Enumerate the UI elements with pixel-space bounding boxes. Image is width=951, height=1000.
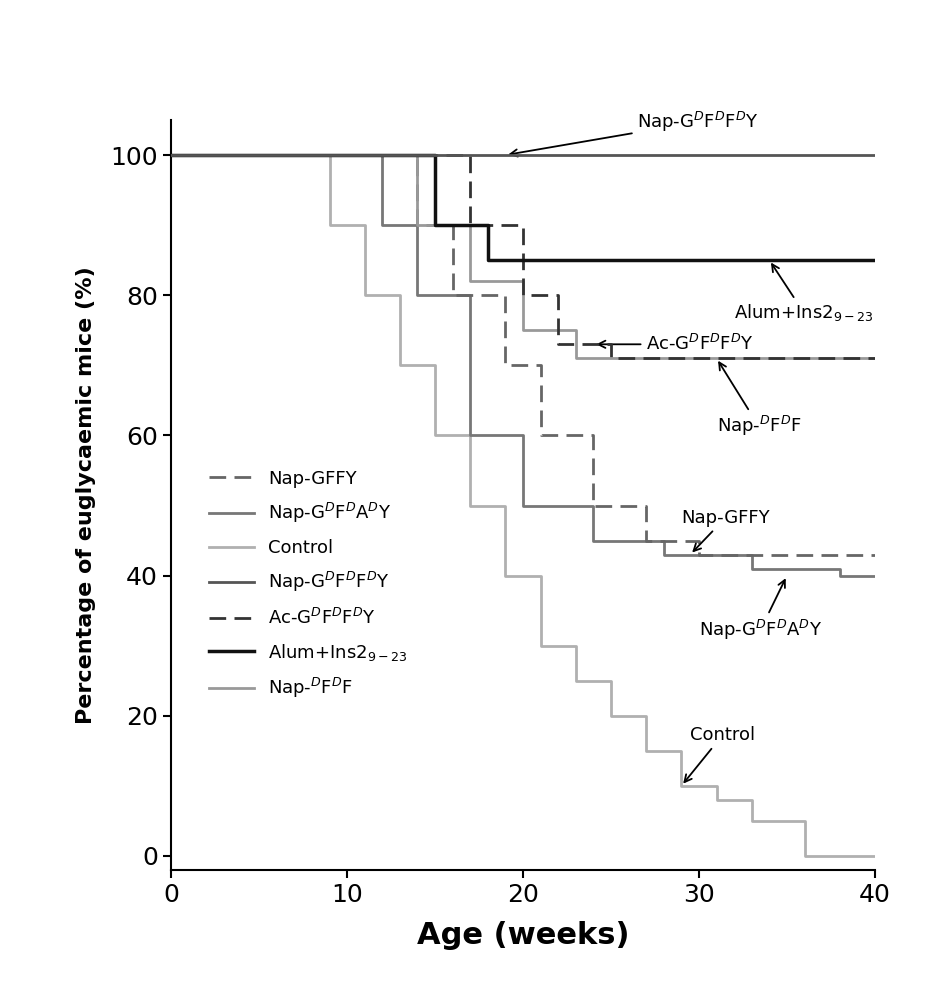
Text: Control: Control <box>685 726 755 782</box>
Text: Alum+Ins2$_{9-23}$: Alum+Ins2$_{9-23}$ <box>734 264 874 323</box>
Y-axis label: Percentage of euglycaemic mice (%): Percentage of euglycaemic mice (%) <box>76 266 96 724</box>
Text: Nap-$^D$F$^D$F: Nap-$^D$F$^D$F <box>717 362 802 438</box>
Text: Nap-G$^D$F$^D$A$^D$Y: Nap-G$^D$F$^D$A$^D$Y <box>699 580 823 642</box>
Text: Nap-GFFY: Nap-GFFY <box>681 509 770 551</box>
Text: Ac-G$^D$F$^D$F$^D$Y: Ac-G$^D$F$^D$F$^D$Y <box>598 334 754 354</box>
X-axis label: Age (weeks): Age (weeks) <box>417 921 630 950</box>
Legend: Nap-GFFY, Nap-G$^D$F$^D$A$^D$Y, Control, Nap-G$^D$F$^D$F$^D$Y, Ac-G$^D$F$^D$F$^D: Nap-GFFY, Nap-G$^D$F$^D$A$^D$Y, Control,… <box>202 462 415 708</box>
Text: Nap-G$^D$F$^D$F$^D$Y: Nap-G$^D$F$^D$F$^D$Y <box>510 110 759 157</box>
